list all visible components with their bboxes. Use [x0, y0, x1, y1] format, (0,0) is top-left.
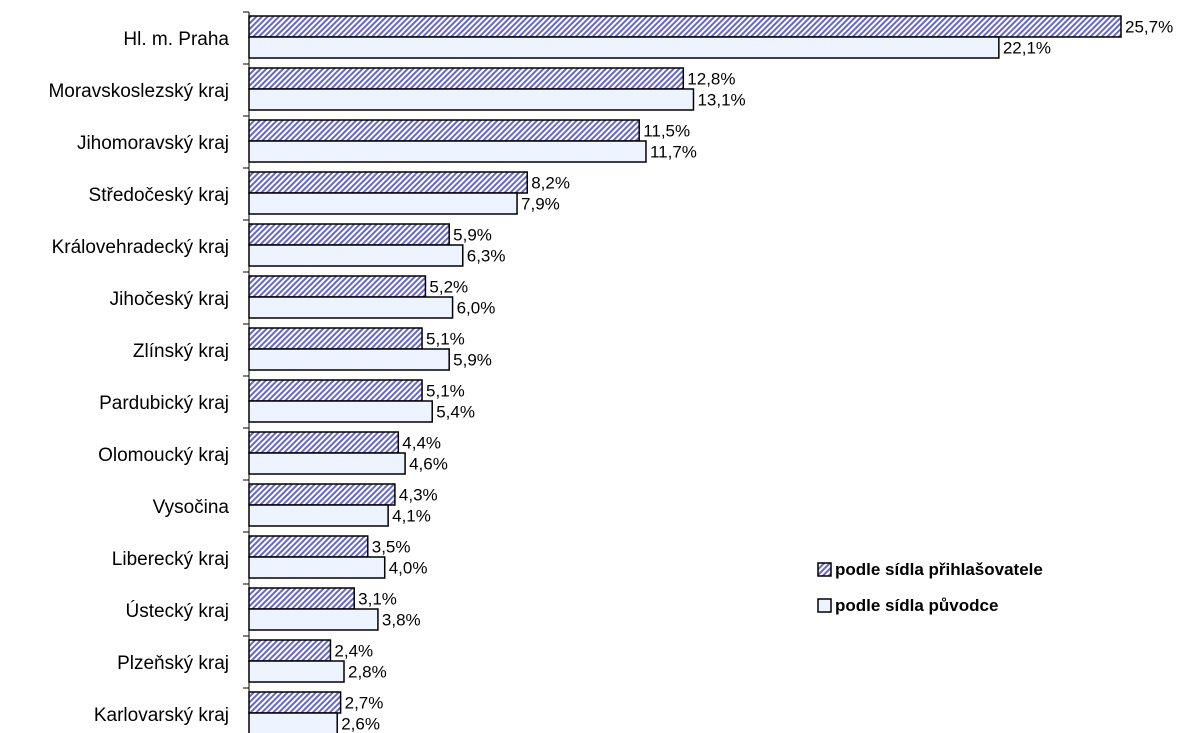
category-label: Zlínský kraj [133, 341, 229, 362]
data-label: 4,6% [409, 455, 448, 474]
data-label: 4,4% [402, 434, 441, 453]
bar-applicant [248, 639, 332, 662]
category-label: Moravskoslezský kraj [48, 81, 229, 102]
bar-applicant [248, 275, 427, 298]
y-axis [243, 11, 250, 733]
legend: podle sídla přihlašovatele podle sídla pů… [817, 560, 1043, 615]
data-label: 11,5% [643, 122, 690, 141]
labels: Hl. m. Praha 25,7% 22,1% Moravskoslezský kr… [48, 18, 1173, 733]
category-label: Liberecký kraj [112, 549, 229, 570]
bar-originator [248, 712, 338, 733]
bar-originator [248, 348, 450, 371]
bar-applicant [248, 15, 1122, 38]
data-label: 4,3% [399, 486, 438, 505]
data-label: 2,7% [345, 694, 384, 713]
bar-applicant [248, 483, 396, 506]
bar-originator [248, 608, 379, 631]
bar-applicant [248, 691, 342, 714]
category-label: Hl. m. Praha [123, 29, 229, 50]
data-label: 2,4% [334, 642, 373, 661]
category-label: Královehradecký kraj [52, 237, 229, 258]
data-label: 3,8% [382, 611, 421, 630]
data-label: 5,9% [453, 351, 492, 370]
data-label: 12,8% [687, 70, 735, 89]
bar-originator [248, 140, 647, 163]
data-label: 22,1% [1003, 39, 1051, 58]
bar-applicant [248, 327, 423, 350]
data-label: 5,2% [429, 278, 468, 297]
data-label: 4,1% [392, 507, 431, 526]
data-label: 2,8% [348, 663, 387, 682]
category-label: Vysočina [153, 497, 230, 518]
bar-applicant [248, 223, 450, 246]
bar-originator [248, 296, 454, 319]
data-label: 3,5% [372, 538, 411, 557]
data-label: 13,1% [697, 91, 745, 110]
bar-applicant [248, 587, 355, 610]
bar-applicant [248, 119, 640, 142]
data-label: 4,0% [389, 559, 428, 578]
data-label: 5,9% [453, 226, 492, 245]
legend-label: podle sídla původce [835, 596, 998, 615]
category-label: Ústecký kraj [126, 600, 229, 622]
category-label: Plzeňský kraj [117, 653, 229, 674]
data-label: 5,4% [436, 403, 475, 422]
category-label: Středočeský kraj [89, 185, 229, 206]
category-label: Olomoucký kraj [98, 445, 229, 466]
category-label: Jihomoravský kraj [77, 133, 229, 154]
data-label: 11,7% [650, 143, 697, 162]
data-label: 8,2% [531, 174, 570, 193]
bar-originator [248, 192, 518, 215]
bar-originator [248, 88, 695, 111]
bar-originator [248, 244, 464, 267]
legend-swatch-applicant [817, 562, 832, 577]
data-label: 3,1% [358, 590, 397, 609]
bar-originator [248, 36, 1000, 59]
bar-applicant [248, 535, 369, 558]
data-label: 2,6% [341, 715, 380, 733]
legend-swatch-originator [817, 598, 832, 613]
data-label: 5,1% [426, 382, 465, 401]
legend-label: podle sídla přihlašovatele [835, 560, 1043, 579]
bar-originator [248, 452, 406, 475]
data-label: 6,0% [457, 299, 496, 318]
bar-applicant [248, 171, 528, 194]
bars [248, 15, 1122, 733]
bar-originator [248, 400, 433, 423]
bar-applicant [248, 379, 423, 402]
data-label: 6,3% [467, 247, 506, 266]
bar-originator [248, 504, 389, 527]
data-label: 25,7% [1125, 18, 1173, 37]
bar-applicant [248, 67, 685, 90]
category-label: Pardubický kraj [99, 393, 229, 414]
bar-originator [248, 660, 345, 683]
data-label: 7,9% [521, 195, 560, 214]
category-label: Jihočeský kraj [110, 289, 229, 310]
bar-applicant [248, 431, 400, 454]
bar-originator [248, 556, 386, 579]
data-label: 5,1% [426, 330, 465, 349]
category-label: Karlovarský kraj [94, 705, 229, 726]
